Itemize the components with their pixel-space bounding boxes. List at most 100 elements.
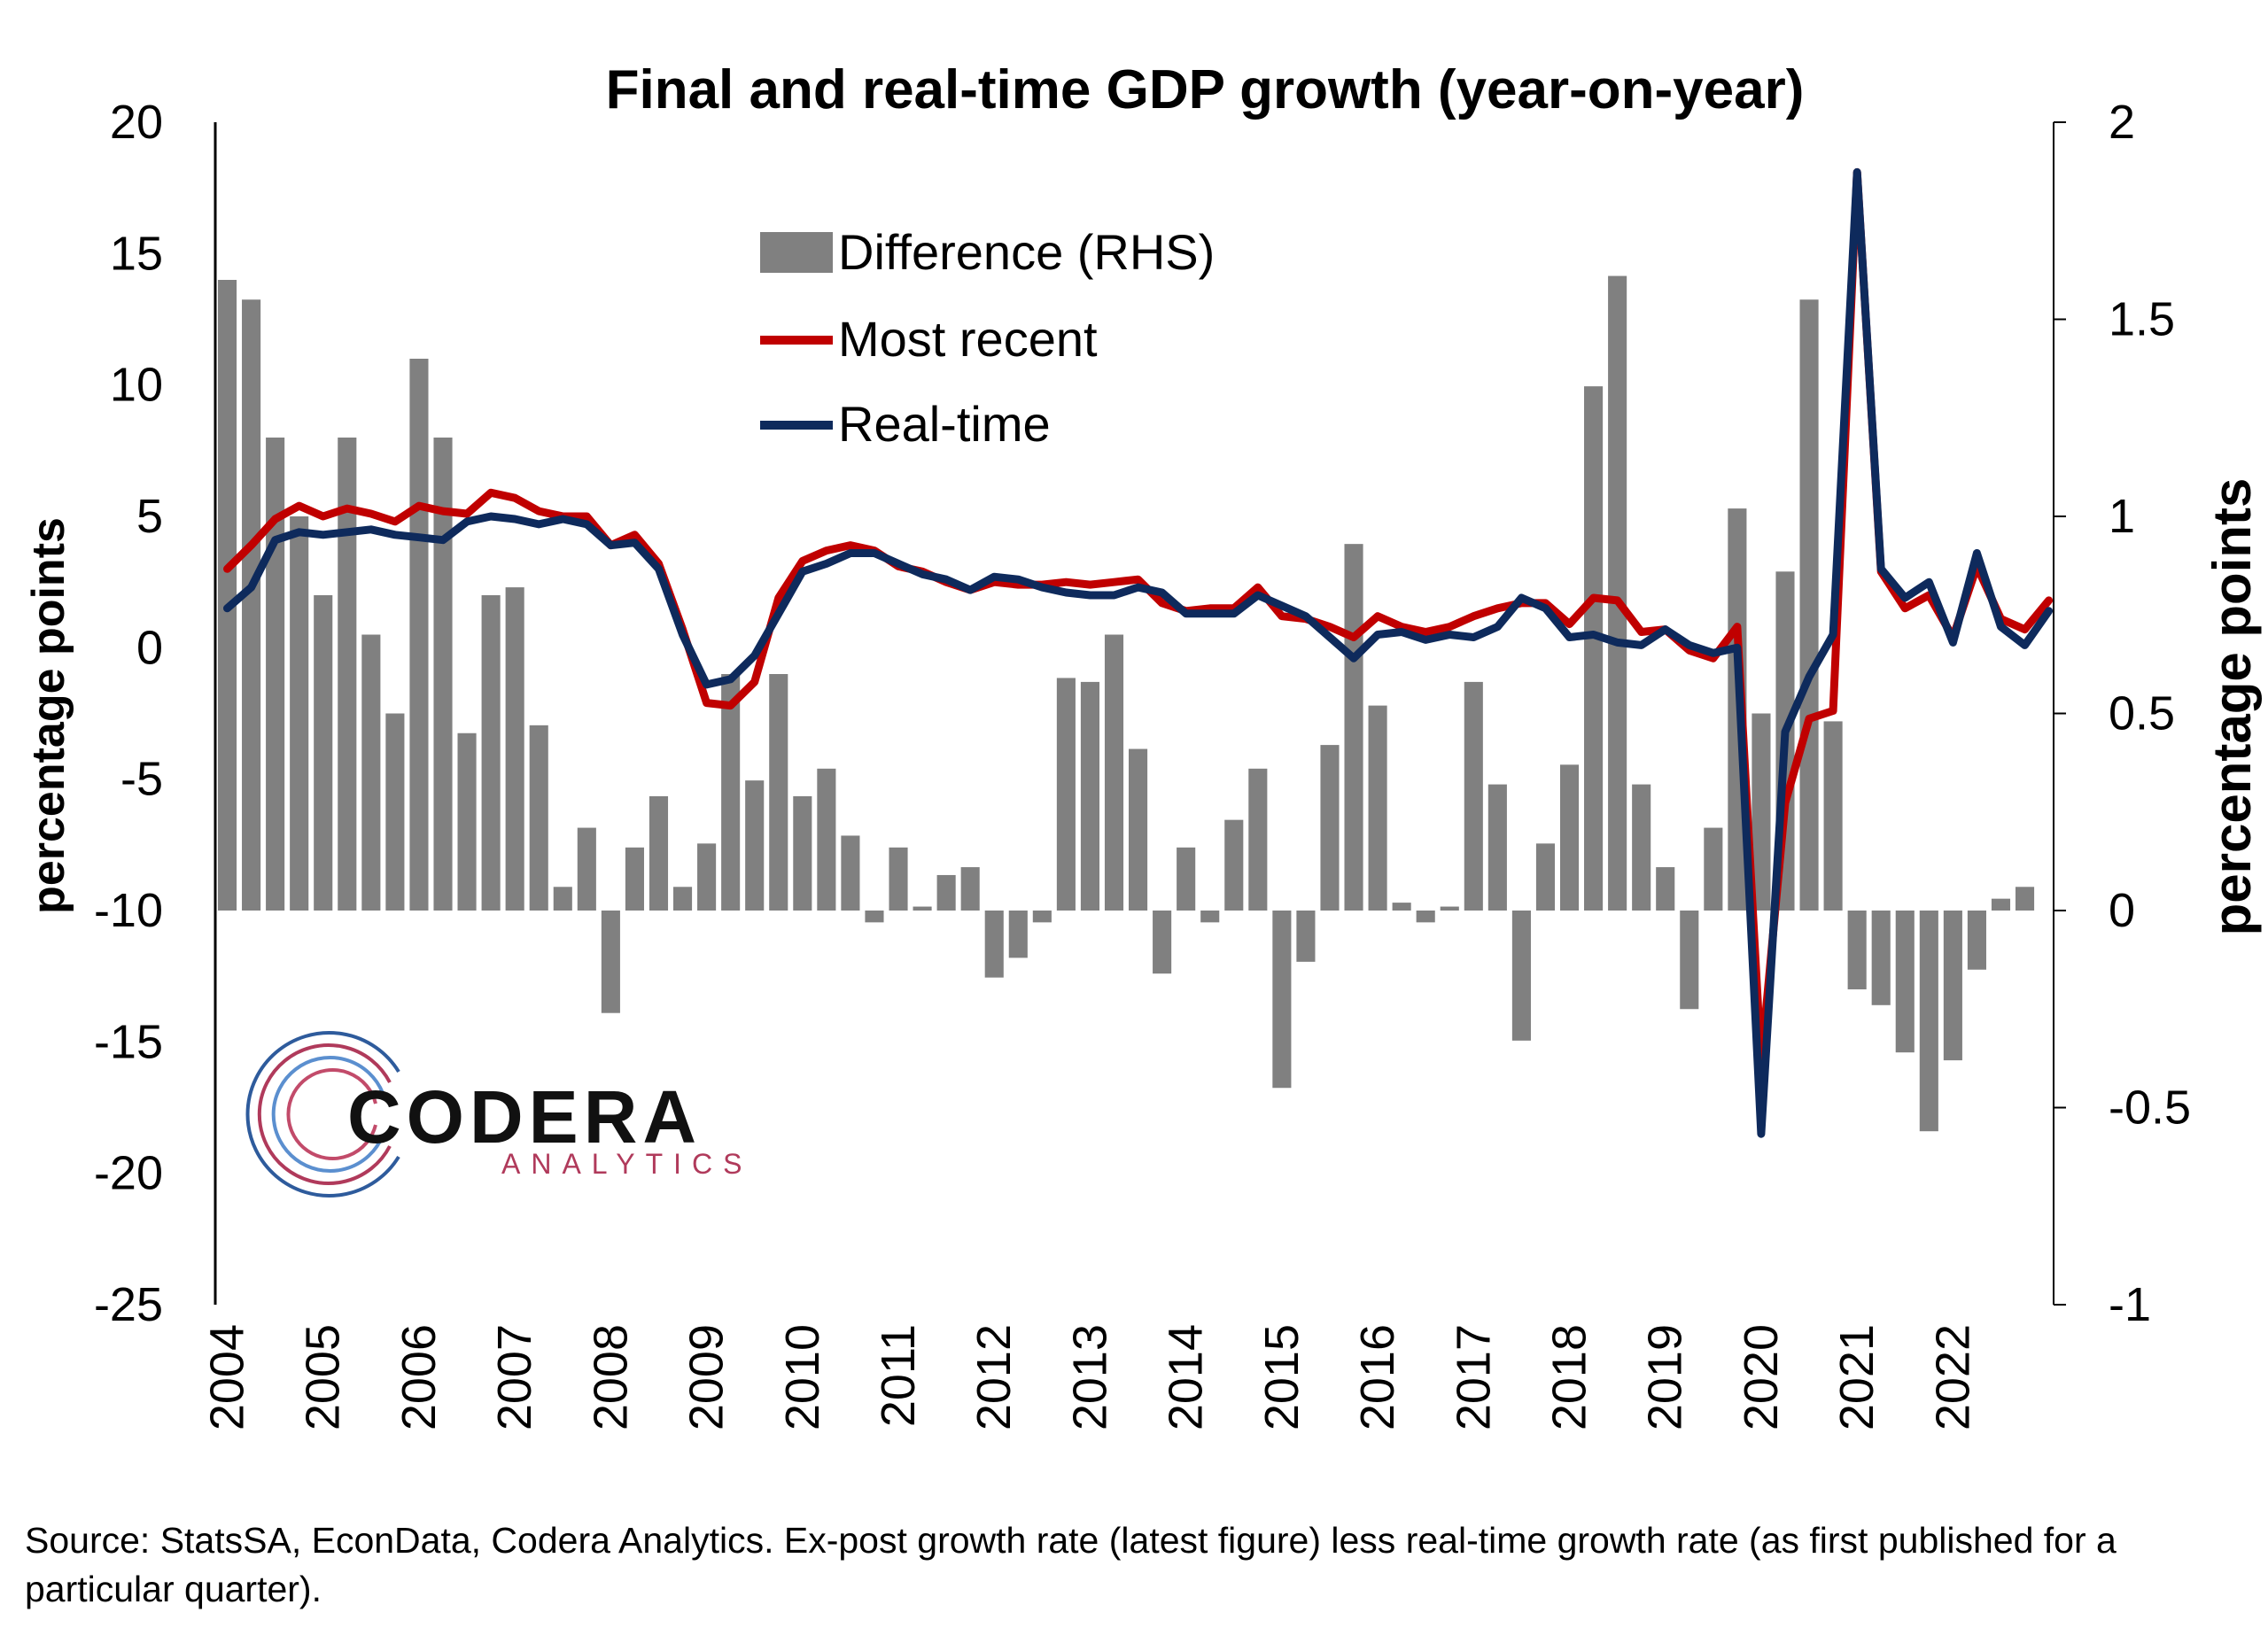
difference-bar: [721, 674, 741, 911]
difference-bar: [481, 595, 501, 911]
x-tick-label: 2012: [967, 1324, 1021, 1430]
difference-bar: [217, 280, 237, 911]
x-tick-label: 2017: [1447, 1324, 1500, 1430]
difference-bar: [936, 874, 956, 911]
difference-bar: [1967, 911, 1986, 970]
right-ticks: 2 1.5 1 0.5 0 -0.5 -1: [2054, 96, 2191, 1331]
difference-bar: [625, 847, 644, 911]
y2-tick-label: -1: [2109, 1278, 2151, 1331]
difference-bar: [889, 847, 908, 911]
difference-bar: [1224, 819, 1244, 911]
x-tick-label: 2011: [872, 1324, 925, 1427]
y2-tick-label: 2: [2109, 96, 2135, 149]
x-tick-label: 2018: [1543, 1324, 1596, 1430]
x-tick-label: 2015: [1255, 1324, 1309, 1430]
real-time-line: [223, 167, 2054, 1138]
y2-axis-label: percentage points: [2202, 478, 2262, 936]
difference-bar: [1344, 544, 1363, 911]
difference-bar: [1296, 911, 1316, 962]
difference-bar: [1320, 745, 1340, 911]
difference-bar: [529, 725, 548, 911]
difference-bar: [1200, 911, 1220, 923]
x-tick-label: 2014: [1160, 1324, 1213, 1430]
difference-bar: [697, 843, 717, 911]
difference-bar: [505, 587, 524, 911]
difference-bar: [1248, 768, 1268, 911]
difference-bar: [1559, 764, 1580, 911]
difference-bar: [290, 516, 309, 911]
x-tick-label: 2016: [1351, 1324, 1404, 1430]
legend-swatch-difference: [760, 232, 833, 273]
difference-bar: [984, 911, 1004, 978]
codera-logo: CODERA ANALYTICS: [245, 1031, 752, 1198]
legend: Difference (RHS) Most recent Real-time: [760, 224, 1215, 452]
y-tick-label: -25: [94, 1278, 163, 1331]
x-tick-label: 2022: [1926, 1324, 1979, 1430]
y-axis-label: percentage points: [23, 517, 74, 914]
x-tick-label: 2009: [680, 1324, 734, 1430]
difference-bar: [1440, 906, 1459, 911]
x-tick-label: 2019: [1639, 1324, 1692, 1430]
y2-tick-label: 1.5: [2109, 293, 2175, 346]
difference-bar: [457, 732, 477, 911]
difference-bar: [817, 768, 836, 911]
x-tick-label: 2013: [1063, 1324, 1116, 1430]
difference-bar: [338, 438, 357, 911]
difference-bar: [1943, 911, 1962, 1061]
difference-bar: [769, 674, 788, 911]
difference-bar: [1080, 681, 1100, 911]
logo-subtitle: ANALYTICS: [501, 1148, 752, 1180]
y-tick-label: 15: [110, 227, 163, 280]
y2-tick-label: 1: [2109, 490, 2135, 543]
difference-bar: [1584, 386, 1604, 911]
difference-bar: [1895, 911, 1915, 1053]
difference-bar: [745, 780, 765, 911]
x-tick-label: 2006: [392, 1324, 446, 1430]
difference-bar: [1272, 911, 1292, 1089]
difference-bar: [1129, 748, 1148, 911]
difference-bar: [1704, 827, 1723, 911]
lines-layer: [223, 167, 2054, 1138]
y2-tick-label: 0.5: [2109, 687, 2175, 740]
x-tick-label: 2008: [584, 1324, 637, 1430]
difference-bar: [1871, 911, 1891, 1005]
difference-bar: [960, 867, 980, 911]
difference-bar: [385, 713, 405, 911]
difference-bar: [1487, 784, 1507, 911]
y-tick-label: -10: [94, 884, 163, 937]
logo-arc-icon: [245, 1031, 400, 1198]
difference-bar: [1177, 847, 1196, 911]
x-tick-label: 2010: [776, 1324, 829, 1430]
difference-bar: [672, 887, 693, 911]
source-note: Source: StatsSA, EconData, Codera Analyt…: [25, 1520, 2117, 1609]
difference-bar: [1511, 911, 1531, 1041]
y-tick-label: 5: [136, 490, 163, 543]
difference-bar: [553, 887, 572, 911]
difference-bar: [1991, 898, 2011, 911]
difference-bar: [1656, 867, 1675, 911]
legend-label-difference: Difference (RHS): [838, 224, 1215, 280]
difference-bar: [242, 299, 261, 911]
difference-bar: [1416, 911, 1435, 923]
x-tick-label: 2004: [201, 1324, 254, 1430]
difference-bar: [1632, 784, 1651, 911]
difference-bar: [1056, 678, 1076, 911]
legend-label-real-time: Real-time: [838, 396, 1051, 452]
difference-bar: [266, 438, 285, 911]
difference-bar: [1032, 911, 1052, 923]
difference-bar: [1608, 275, 1627, 911]
y-tick-label: 10: [110, 359, 163, 412]
difference-bar: [314, 595, 333, 911]
y2-tick-label: 0: [2109, 884, 2135, 937]
difference-bar: [601, 911, 620, 1013]
difference-bar: [1823, 721, 1843, 911]
difference-bar: [793, 795, 812, 911]
difference-bar: [1799, 299, 1819, 911]
difference-bar: [1535, 843, 1556, 911]
difference-bar: [409, 359, 429, 911]
difference-bar: [1368, 705, 1387, 911]
difference-bar: [1680, 911, 1699, 1010]
difference-bar: [1464, 681, 1483, 911]
y-tick-label: 0: [136, 621, 163, 674]
bars-layer: [217, 275, 2035, 1132]
